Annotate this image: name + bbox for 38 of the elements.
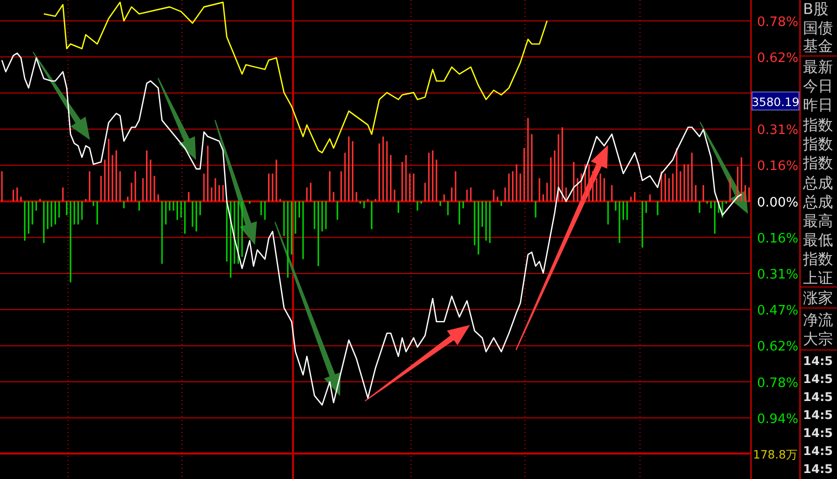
text: 基金	[803, 37, 833, 55]
text: 指数	[802, 116, 833, 134]
text: 净流	[803, 311, 833, 329]
ref-line-label: 178.8万	[753, 448, 798, 462]
y-tick-label: 0.16%	[757, 231, 798, 246]
text: 今日	[803, 77, 833, 95]
text: 最新	[803, 58, 833, 76]
text: 14:5	[803, 372, 833, 386]
text: B股	[803, 0, 828, 18]
annotation: 3580.19	[752, 92, 800, 110]
text: 最高	[803, 212, 833, 230]
text: 总成	[802, 193, 833, 211]
text: 最低	[803, 231, 833, 249]
text: 指数	[802, 250, 833, 268]
text: 14:5	[803, 426, 833, 440]
y-tick-label: 0.47%	[757, 304, 798, 319]
text: 14:5	[803, 354, 833, 368]
y-tick-label: 0.62%	[757, 50, 798, 66]
text: 14:5	[803, 408, 833, 422]
text: 国债	[803, 19, 833, 37]
y-tick-label: 0.78%	[757, 376, 798, 391]
text: 总成	[802, 174, 833, 192]
text: 14:5	[803, 390, 833, 404]
y-tick-label: 0.00%	[757, 195, 798, 210]
y-tick-label: 0.16%	[757, 159, 798, 174]
text: 上证	[803, 269, 833, 287]
text: 指数	[802, 154, 833, 172]
text: 14:5	[803, 462, 833, 476]
y-tick-label: 0.62%	[757, 340, 798, 355]
text: 14:5	[803, 444, 833, 458]
text: 指数	[802, 135, 833, 153]
y-tick-label: 0.31%	[757, 123, 798, 138]
text: 昨日	[803, 96, 833, 114]
y-tick-label: 0.78%	[757, 14, 798, 30]
text: 大宗	[803, 330, 833, 348]
text: 涨家	[803, 289, 833, 307]
y-tick-label: 0.31%	[757, 268, 798, 283]
y-tick-label: 0.94%	[757, 412, 798, 427]
